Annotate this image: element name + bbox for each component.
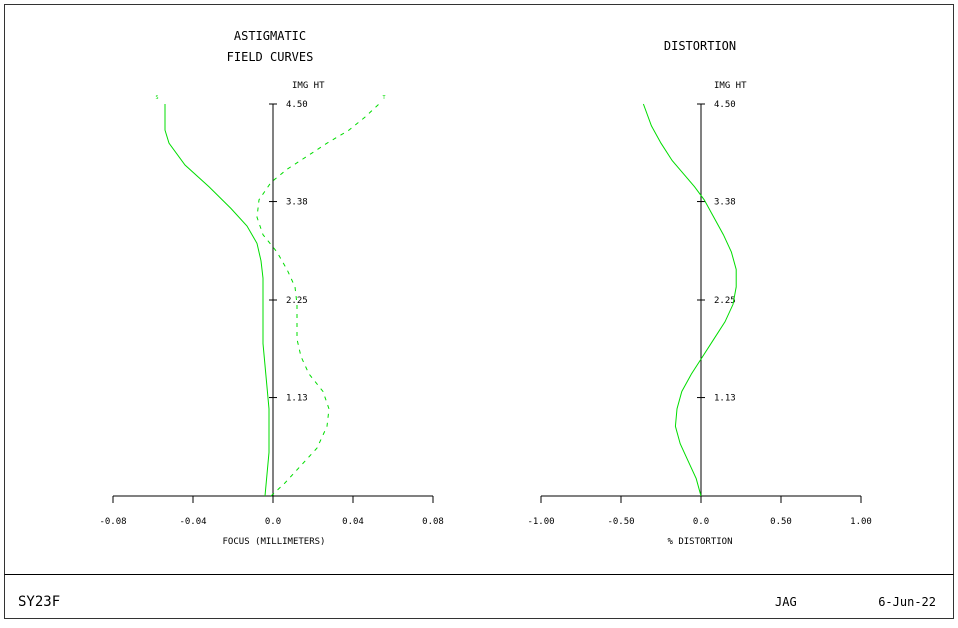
distortion-y-tick-label: 4.50 (714, 100, 736, 110)
distortion-x-tick-label: 0.50 (770, 517, 792, 527)
plot-frame (4, 4, 954, 619)
astig-s-end-marker: S (155, 95, 158, 101)
distortion-panel: DISTORTION IMG HT % DISTORTION -1.00 -0.5… (527, 39, 871, 547)
astig-title-line-2: FIELD CURVES (227, 50, 314, 64)
astig-x-tick-label: 0.04 (342, 517, 364, 527)
distortion-distortion-series-line (642, 103, 737, 497)
astig-y-tick-label: 1.13 (286, 394, 308, 404)
astig-y-tick-label: 2.25 (286, 296, 308, 306)
astig-x-tick-label: 0.0 (265, 517, 281, 527)
distortion-x-tick-label: -1.00 (527, 517, 554, 527)
astig-t-series-line (256, 103, 380, 497)
lens-name: SY23F (18, 594, 60, 610)
astig-t-end-marker: T (382, 95, 385, 101)
distortion-y-tick-label: 3.38 (714, 198, 736, 208)
astig-y-tick-label: 3.38 (286, 198, 308, 208)
distortion-x-tick-label: 0.0 (693, 517, 709, 527)
astig-x-tick-label: -0.08 (99, 517, 126, 527)
designer-initials: JAG (775, 595, 797, 609)
distortion-y-tick-label: 2.25 (714, 296, 736, 306)
astig-x-tick-label: 0.08 (422, 517, 444, 527)
astig-s-series-line (164, 104, 270, 497)
astig-x-axis-label: FOCUS (MILLIMETERS) (223, 537, 326, 547)
plot-date: 6-Jun-22 (878, 595, 936, 609)
distortion-x-tick-label: 1.00 (850, 517, 872, 527)
astig-title-line-1: ASTIGMATIC (234, 29, 306, 43)
distortion-x-axis-label: % DISTORTION (667, 537, 732, 547)
distortion-x-tick-label: -0.50 (607, 517, 634, 527)
astig-y-axis-label: IMG HT (292, 81, 325, 91)
distortion-title: DISTORTION (664, 39, 736, 53)
astigmatic-field-curves-panel: ASTIGMATIC FIELD CURVES IMG HT FOCUS (MI… (99, 29, 443, 547)
astig-y-tick-label: 4.50 (286, 100, 308, 110)
distortion-y-tick-label: 1.13 (714, 394, 736, 404)
distortion-y-axis-label: IMG HT (714, 81, 747, 91)
astig-x-tick-label: -0.04 (179, 517, 206, 527)
